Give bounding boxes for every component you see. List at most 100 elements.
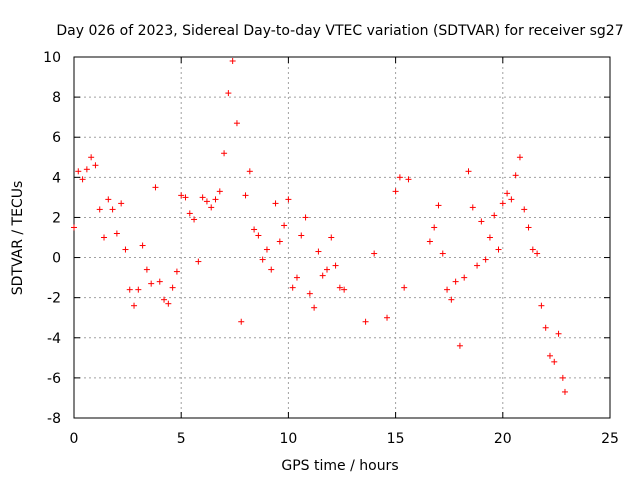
data-point — [521, 206, 528, 213]
data-point — [229, 58, 236, 65]
data-point — [456, 342, 463, 349]
axis-ticks: 0 5 10 15 20 25 -8 -6 -4 -2 0 2 4 6 8 10 — [43, 50, 619, 447]
data-point — [384, 314, 391, 321]
data-point — [559, 374, 566, 381]
data-point — [516, 154, 523, 161]
data-point — [96, 206, 103, 213]
data-point — [101, 234, 108, 241]
data-point — [105, 196, 112, 203]
data-point — [285, 196, 292, 203]
data-point — [319, 272, 326, 279]
data-point — [525, 224, 532, 231]
data-point — [508, 196, 515, 203]
data-point — [551, 358, 558, 365]
y-tick-label: 10 — [43, 50, 61, 66]
data-point — [311, 304, 318, 311]
data-point — [495, 246, 502, 253]
grid-lines — [74, 57, 610, 418]
data-point — [233, 120, 240, 127]
data-point — [165, 300, 172, 307]
x-tick-label: 20 — [494, 431, 512, 447]
data-point — [392, 188, 399, 195]
data-point — [482, 256, 489, 263]
y-tick-label: -8 — [47, 411, 61, 427]
data-point — [122, 246, 129, 253]
data-point — [113, 230, 120, 237]
data-point — [148, 280, 155, 287]
y-tick-label: -6 — [47, 371, 61, 387]
data-point — [221, 150, 228, 157]
data-point — [259, 256, 266, 263]
data-point — [499, 200, 506, 207]
data-point — [534, 250, 541, 257]
chart-title: Day 026 of 2023, Sidereal Day-to-day VTE… — [56, 23, 623, 39]
data-point — [182, 194, 189, 201]
y-tick-label: 8 — [52, 90, 61, 106]
data-point — [396, 174, 403, 181]
x-axis-label: GPS time / hours — [281, 458, 398, 474]
data-point — [173, 268, 180, 275]
data-point — [238, 318, 245, 325]
data-point — [272, 200, 279, 207]
data-point — [195, 258, 202, 265]
data-point — [126, 286, 133, 293]
x-tick-label: 5 — [177, 431, 186, 447]
data-point — [302, 214, 309, 221]
data-point — [276, 238, 283, 245]
data-point — [504, 190, 511, 197]
data-point — [452, 278, 459, 285]
data-point — [306, 290, 313, 297]
data-point — [461, 274, 468, 281]
data-point — [371, 250, 378, 257]
y-tick-label: -4 — [47, 331, 61, 347]
data-point — [362, 318, 369, 325]
data-point — [225, 90, 232, 97]
data-point — [431, 224, 438, 231]
data-point — [328, 234, 335, 241]
data-point — [186, 210, 193, 217]
y-axis-label: SDTVAR / TECUs — [10, 181, 26, 296]
data-point — [191, 216, 198, 223]
data-points — [71, 58, 568, 395]
data-point — [315, 248, 322, 255]
data-point — [542, 324, 549, 331]
data-point — [88, 154, 95, 161]
data-point — [555, 330, 562, 337]
data-point — [139, 242, 146, 249]
x-tick-label: 0 — [70, 431, 79, 447]
data-point — [178, 192, 185, 199]
x-tick-label: 25 — [601, 431, 619, 447]
data-point — [439, 250, 446, 257]
data-point — [242, 192, 249, 199]
data-point — [332, 262, 339, 269]
data-point — [486, 234, 493, 241]
data-point — [293, 274, 300, 281]
data-point — [448, 296, 455, 303]
data-point — [161, 296, 168, 303]
data-point — [512, 172, 519, 179]
data-point — [71, 224, 77, 231]
data-point — [435, 202, 442, 209]
y-tick-label: 0 — [52, 251, 61, 267]
data-point — [341, 286, 348, 293]
data-point — [208, 204, 215, 211]
data-point — [143, 266, 150, 273]
data-point — [199, 194, 206, 201]
data-point — [255, 232, 262, 239]
data-point — [323, 266, 330, 273]
y-tick-label: 4 — [52, 170, 61, 186]
x-tick-label: 10 — [279, 431, 297, 447]
x-tick-label: 15 — [387, 431, 405, 447]
data-point — [444, 286, 451, 293]
data-point — [474, 262, 481, 269]
data-point — [289, 284, 296, 291]
data-point — [156, 278, 163, 285]
data-point — [426, 238, 433, 245]
data-point — [246, 168, 253, 175]
data-point — [538, 302, 545, 309]
data-point — [491, 212, 498, 219]
data-point — [401, 284, 408, 291]
data-point — [83, 166, 90, 173]
